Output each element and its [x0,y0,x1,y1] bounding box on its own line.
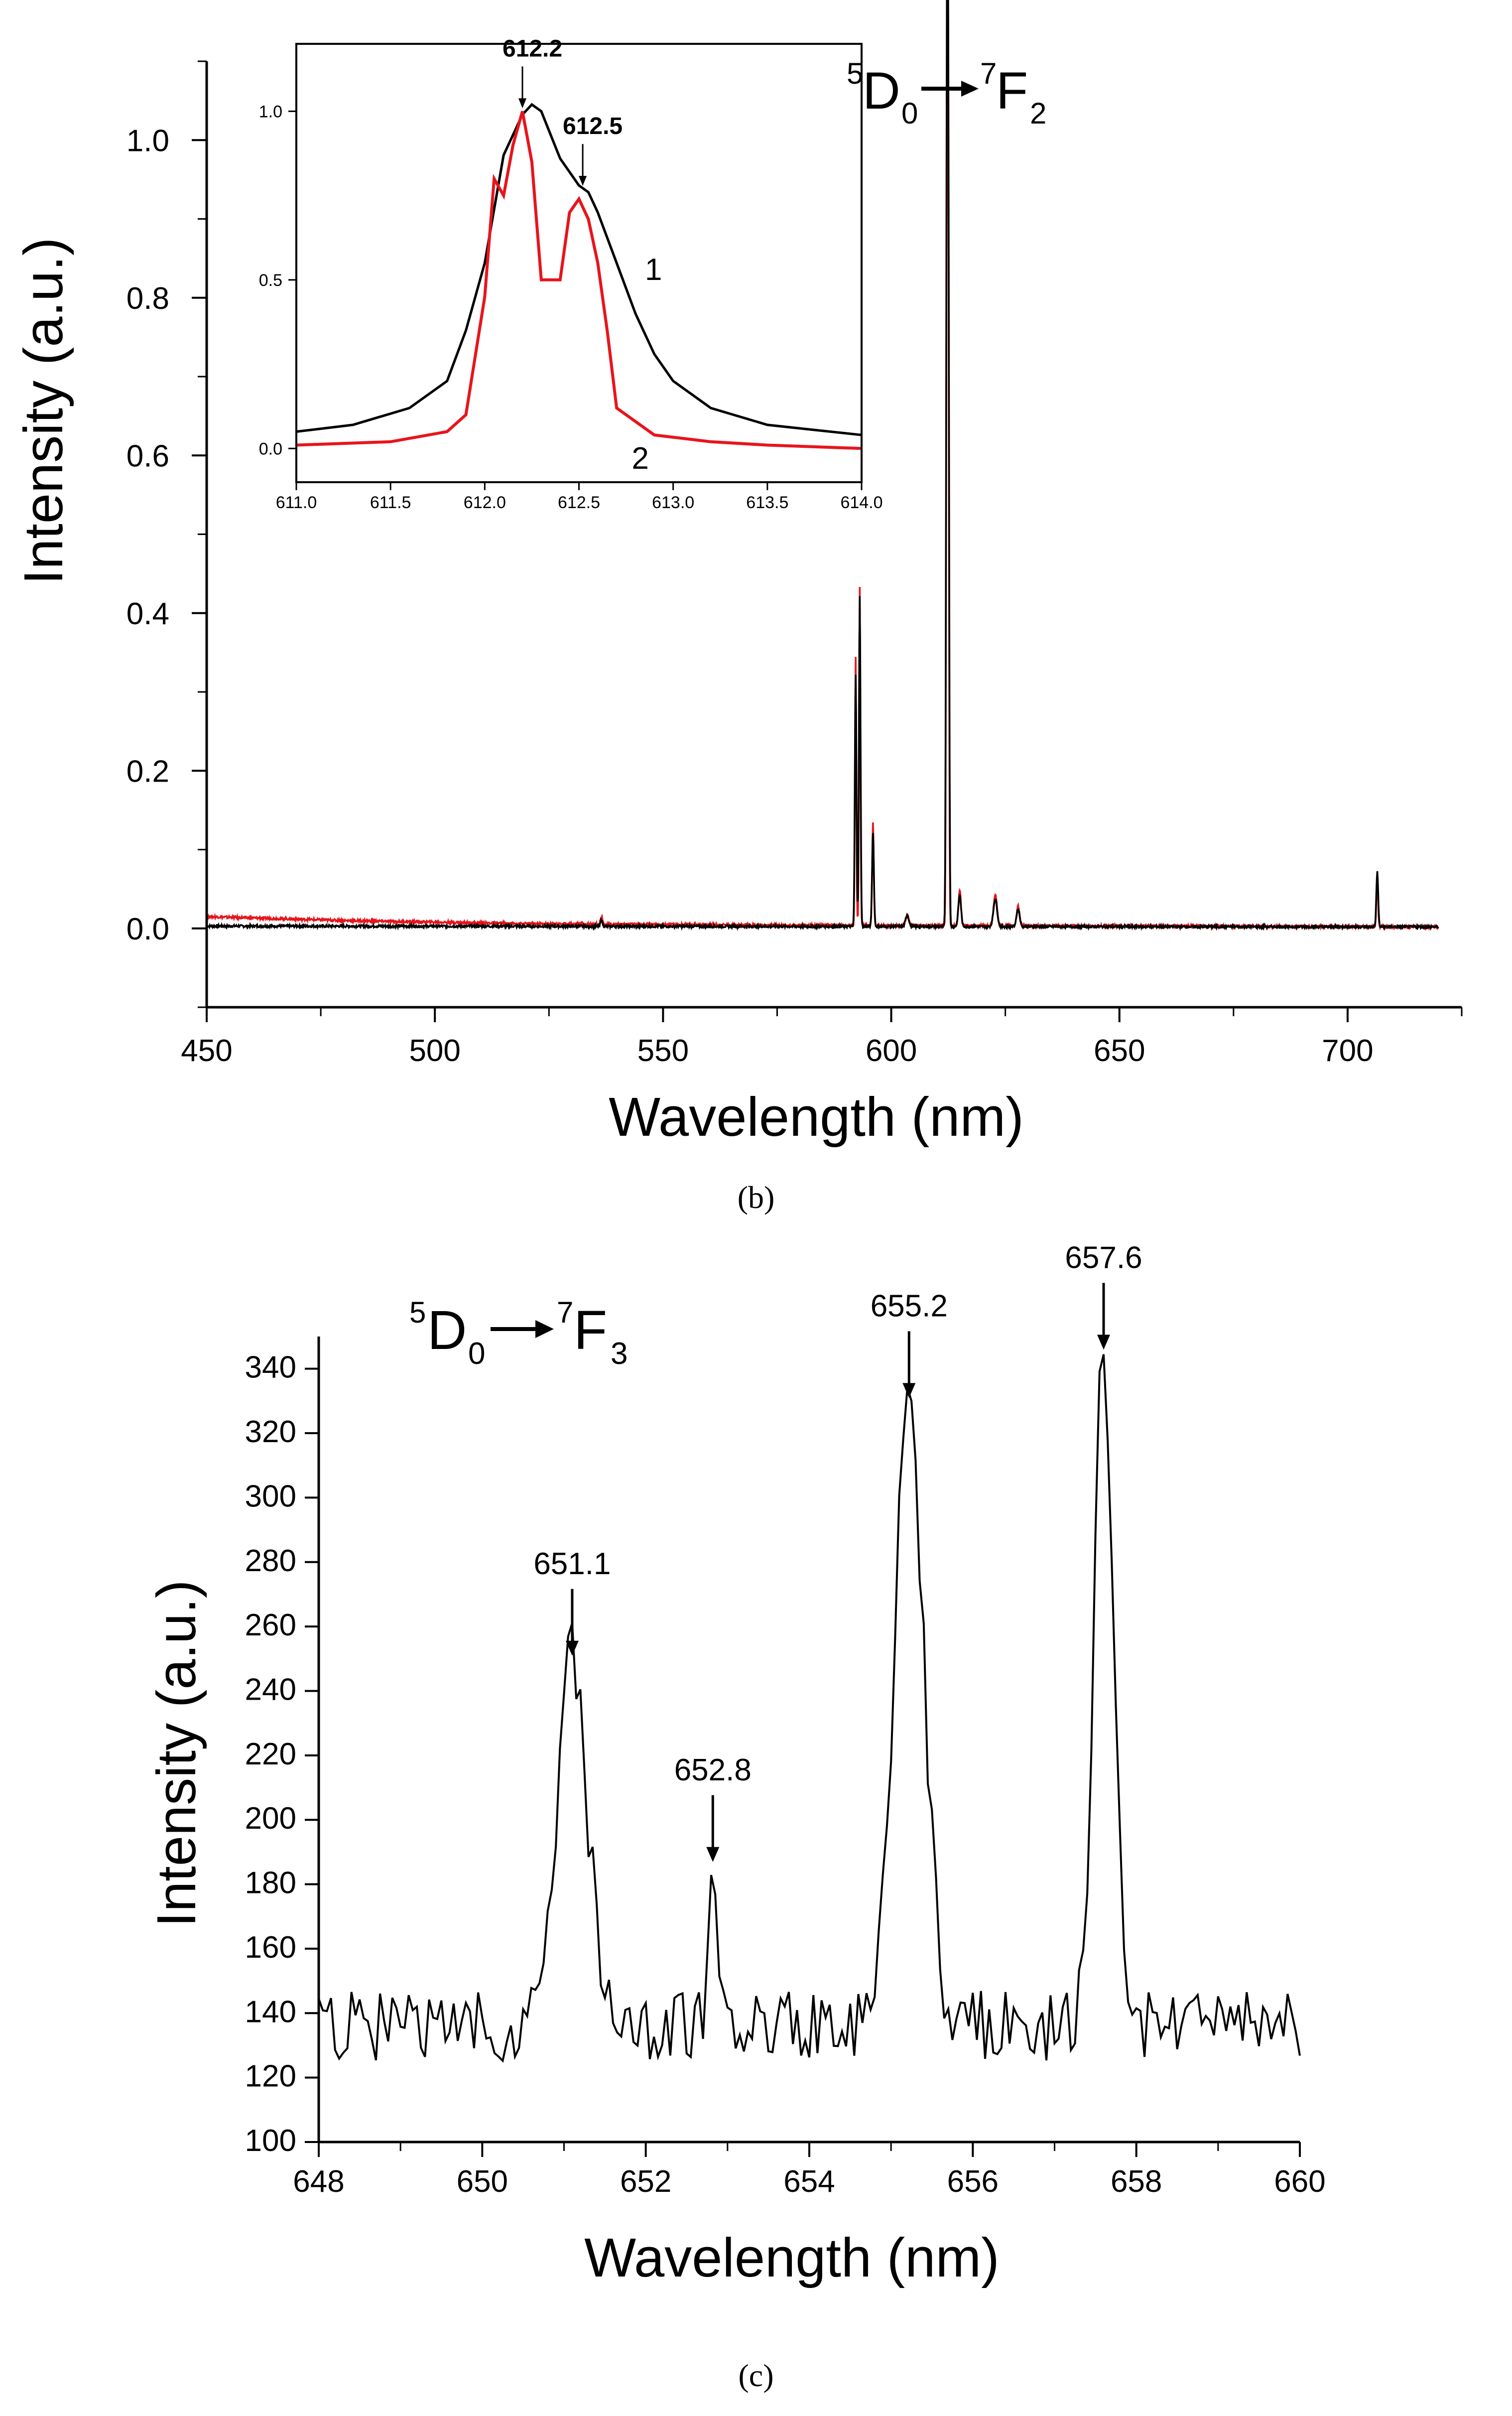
inset-x-tick-label: 612.5 [558,493,600,512]
c-y-tick-label: 160 [245,1930,296,1965]
inset-y-tick-label: 0.5 [259,271,282,290]
inset-x-tick-label: 613.0 [652,493,694,512]
svg-text:5: 5 [847,57,863,90]
panel-b: 450 500 550 600 650 700 0.0 0.2 0.4 0.6 0.8 1.0 Wav… [13,0,1463,1215]
inset-series-group [296,103,862,450]
b-axis-ticks: 450 500 550 600 650 700 0.0 0.2 0.4 0.6 0.8 1.0 [126,60,1463,1068]
c-y-tick-label: 260 [245,1608,296,1642]
b-y-tick-label: 0.4 [126,597,169,631]
c-x-tick-label: 650 [457,2164,508,2199]
c-x-tick-label: 648 [293,2164,344,2199]
c-axis-ticks: 648 650 652 654 656 658 660 100 120 140 160 180 200 2… [245,1350,1326,2199]
inset-curve-label: 1 [645,253,662,287]
svg-text:7: 7 [980,57,997,90]
svg-text:2: 2 [1030,97,1046,130]
c-annotation-label: 651.1 [533,1547,611,1581]
c-annotations: 651.1 652.8 655.2 657.6 [533,1240,1142,1862]
b-y-tick-label: 0.6 [126,439,169,473]
c-annotation-label: 657.6 [1065,1240,1142,1275]
b-transition-label: 5 D 0 7 F 2 [847,57,1046,130]
b-caption: (b) [738,1180,775,1215]
svg-text:0: 0 [468,1337,485,1371]
c-x-tick-label: 660 [1274,2164,1325,2199]
inset-axis-ticks: 611.0 611.5 612.0 612.5 613.0 613.5 614.0 0.0 0.… [259,102,883,512]
b-y-tick-label: 0.0 [126,912,169,946]
inset-x-tick-label: 612.0 [464,493,506,512]
c-annotation-arrowhead-icon [1097,1335,1110,1350]
c-transition-arrowhead-icon [535,1320,554,1338]
c-annotation-arrowhead-icon [706,1847,720,1862]
inset-curve-label: 2 [631,441,648,476]
inset-series-1-line [296,103,862,436]
inset-x-tick-label: 613.5 [746,493,788,512]
c-y-tick-label: 120 [245,2059,296,2094]
c-x-tick-label: 654 [783,2164,835,2199]
c-x-tick-label: 658 [1111,2164,1162,2199]
c-transition-label: 5 D 0 7 F 3 [409,1296,628,1371]
b-x-tick-label: 600 [866,1034,917,1068]
b-y-tick-label: 0.8 [126,281,169,316]
inset-annotation-arrowhead-icon [518,98,526,109]
b-y-tick-label: 1.0 [126,124,169,158]
c-x-tick-label: 652 [620,2164,671,2199]
svg-text:D: D [427,1300,467,1361]
b-y-axis-title: Intensity (a.u.) [13,238,74,585]
c-x-axis-title: Wavelength (nm) [584,2227,999,2288]
inset-x-tick-label: 611.0 [276,493,317,512]
c-annotation-label: 655.2 [871,1289,948,1323]
svg-text:5: 5 [409,1296,426,1329]
c-x-tick-label: 656 [947,2164,999,2199]
b-x-tick-label: 650 [1094,1034,1145,1068]
b-transition-arrowhead-icon [961,81,979,97]
b-series-group [206,0,1439,932]
inset-annotations: 612.2 612.5 1 2 [503,35,662,476]
c-annotation-arrowhead-icon [902,1383,916,1398]
c-y-tick-label: 240 [245,1672,296,1707]
c-y-tick-label: 280 [245,1544,296,1578]
b-series-1-line [206,0,1439,932]
b-x-axis-title: Wavelength (nm) [609,1086,1023,1148]
svg-text:7: 7 [557,1296,573,1329]
c-y-tick-label: 140 [245,1995,296,2029]
inset-annotation-label: 612.2 [503,35,562,62]
inset-annotation-label: 612.5 [563,113,623,139]
c-y-tick-label: 300 [245,1479,296,1513]
inset-x-tick-label: 614.0 [840,493,882,512]
b-x-tick-label: 700 [1322,1034,1373,1068]
c-y-tick-label: 200 [245,1801,296,1836]
svg-text:F: F [996,62,1028,120]
c-series-group [318,1354,1301,2063]
inset-annotation-arrowhead-icon [579,176,587,186]
c-y-tick-label: 100 [245,2124,296,2158]
c-y-tick-label: 320 [245,1415,296,1449]
svg-text:F: F [574,1300,607,1361]
c-caption: (c) [738,2358,773,2393]
inset-y-tick-label: 0.0 [259,439,282,458]
inset-x-tick-label: 611.5 [370,493,411,512]
inset-y-tick-label: 1.0 [259,102,282,121]
panel-c: 648 650 652 654 656 658 660 100 120 140 160 180 200 2… [146,1240,1326,2393]
b-y-tick-label: 0.2 [126,754,169,789]
c-series-spectrum-line [318,1354,1301,2063]
c-y-tick-label: 180 [245,1866,296,1900]
b-x-tick-label: 500 [409,1034,460,1068]
b-series-2-line [206,30,1439,931]
b-x-tick-label: 550 [637,1034,689,1068]
svg-text:0: 0 [901,97,918,130]
inset-series-2-line [296,111,862,450]
c-y-axis-title: Intensity (a.u.) [146,1580,207,1927]
svg-text:D: D [863,62,900,120]
c-annotation-label: 652.8 [674,1753,752,1787]
c-y-tick-label: 340 [245,1350,296,1385]
c-annotation-arrowhead-icon [565,1640,579,1656]
b-x-tick-label: 450 [181,1034,232,1068]
b-inset: 611.0 611.5 612.0 612.5 613.0 613.5 614.0 0.0 0.… [259,35,883,512]
svg-text:3: 3 [611,1337,628,1371]
c-y-tick-label: 220 [245,1737,296,1771]
